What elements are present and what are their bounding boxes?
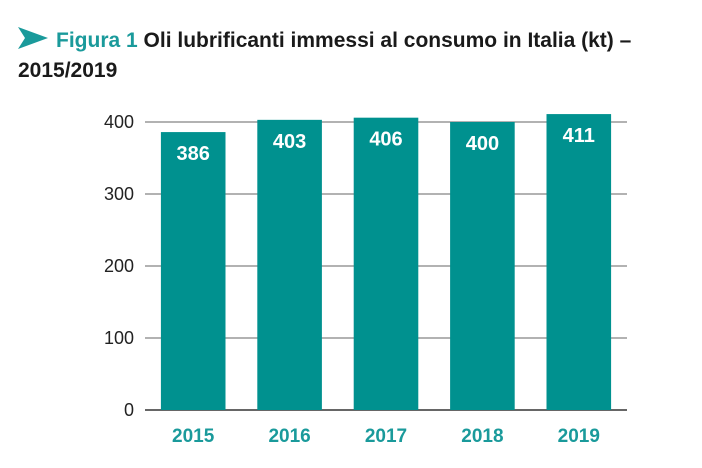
data-label: 406	[369, 129, 402, 151]
x-tick-label: 2019	[558, 426, 600, 447]
y-tick-label: 200	[104, 256, 134, 276]
y-tick-label: 0	[124, 400, 134, 420]
bar	[257, 119, 322, 410]
figure-label: Figura 1	[56, 29, 138, 52]
data-label: 411	[563, 125, 595, 147]
x-tick-label: 2018	[461, 426, 503, 447]
bar	[353, 117, 419, 411]
y-tick-label: 400	[104, 112, 134, 132]
x-tick-label: 2017	[365, 426, 407, 447]
arrow-icon	[18, 27, 48, 49]
bar	[160, 132, 226, 410]
x-tick-label: 2016	[268, 426, 310, 447]
data-label: 386	[177, 143, 210, 165]
bar	[546, 114, 612, 410]
x-tick-label: 2015	[172, 426, 215, 447]
y-tick-label: 100	[104, 328, 134, 348]
bar	[450, 122, 515, 410]
data-label: 403	[273, 131, 306, 153]
data-label: 400	[466, 133, 499, 155]
figure-title: Oli lubrificanti immessi al consumo in I…	[18, 29, 632, 82]
chart-title: Figura 1 Oli lubrificanti immessi al con…	[18, 26, 678, 86]
y-tick-label: 300	[104, 184, 134, 204]
